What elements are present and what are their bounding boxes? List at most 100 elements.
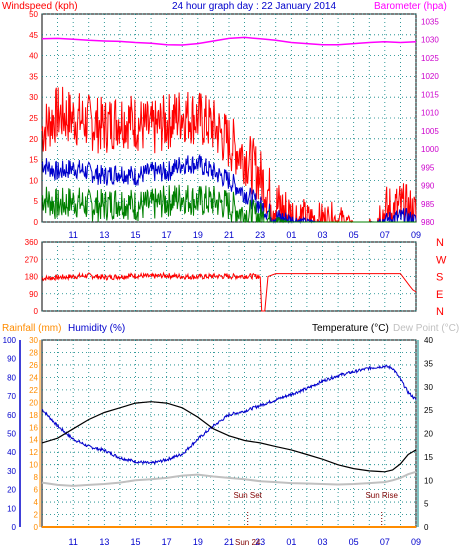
wind-y-tick-label: 35 — [29, 72, 38, 81]
wind-y-tick-label: 15 — [29, 156, 38, 165]
sun-rise-label: Sun Rise — [365, 491, 398, 500]
humidity-y-tick-label: 90 — [7, 355, 16, 364]
rainfall-y-tick-label: 22 — [29, 386, 38, 395]
wind-y-tick-label: 20 — [29, 135, 38, 144]
compass-label: S — [436, 272, 443, 284]
x-tick-label-top: 15 — [130, 230, 140, 240]
rainfall-y-tick-label: 12 — [29, 448, 38, 457]
dewpoint-series — [41, 470, 417, 487]
rainfall-y-tick-label: 10 — [29, 461, 38, 470]
humidity-y-tick-label: 50 — [7, 430, 16, 439]
humidity-y-tick-label: 40 — [7, 448, 16, 457]
x-tick-label-top: 07 — [380, 230, 390, 240]
temperature-y-tick-label: 35 — [424, 359, 433, 368]
barometer-y-tick-label: 1000 — [421, 145, 439, 154]
x-tick-label-top: 05 — [349, 230, 359, 240]
x-tick-label-bottom: 17 — [162, 537, 172, 547]
x-tick-label-top: 17 — [162, 230, 172, 240]
rainfall-y-tick-label: 2 — [34, 511, 39, 520]
x-tick-label-top: 11 — [68, 230, 77, 240]
wind-direction-series-day — [41, 271, 261, 282]
x-tick-label-bottom: 03 — [317, 537, 327, 547]
humidity-y-tick-label: 60 — [7, 411, 16, 420]
wind-green-series — [41, 184, 416, 224]
x-tick-label-bottom: 15 — [130, 537, 140, 547]
rainfall-y-tick-label: 6 — [34, 486, 39, 495]
temperature-y-tick-label: 5 — [424, 500, 429, 509]
humidity-y-tick-label: 80 — [7, 373, 16, 382]
compass-label: E — [436, 289, 443, 301]
temperature-y-tick-label: 40 — [424, 336, 433, 345]
direction-y-tick-label: 90 — [29, 290, 38, 299]
x-tick-label-top: 21 — [224, 230, 234, 240]
barometer-y-tick-label: 1025 — [421, 54, 439, 63]
temperature-y-tick-label: 0 — [424, 523, 429, 532]
wind-y-tick-label: 30 — [29, 93, 38, 102]
humidity-y-tick-label: 100 — [3, 336, 17, 345]
rainfall-y-tick-label: 16 — [29, 423, 38, 432]
barometer-y-tick-label: 990 — [421, 182, 435, 191]
rainfall-y-tick-label: 30 — [29, 336, 38, 345]
data-series — [41, 36, 417, 528]
rainfall-y-tick-label: 8 — [34, 473, 39, 482]
direction-y-tick-label: 270 — [25, 255, 39, 264]
humidity-y-tick-label: 0 — [12, 523, 17, 532]
x-tick-label-top: 09 — [411, 230, 421, 240]
temperature-y-tick-label: 30 — [424, 383, 433, 392]
barometer-y-tick-label: 1010 — [421, 109, 439, 118]
x-tick-label-top: 19 — [193, 230, 203, 240]
direction-y-tick-label: 180 — [25, 273, 39, 282]
barometer-y-tick-label: 1015 — [421, 90, 439, 99]
temperature-y-tick-label: 20 — [424, 430, 433, 439]
wind-y-tick-label: 10 — [29, 176, 38, 185]
temperature-axis-title: Temperature (°C) — [312, 323, 389, 334]
x-tick-label-bottom: 07 — [380, 537, 390, 547]
compass-label: N — [436, 306, 444, 318]
x-tick-label-bottom: 21 — [224, 537, 234, 547]
rainfall-y-tick-label: 18 — [29, 411, 38, 420]
temperature-y-tick-label: 25 — [424, 406, 433, 415]
rainfall-axis-title: Rainfall (mm) — [2, 323, 61, 334]
x-tick-label-bottom: 13 — [99, 537, 109, 547]
barometer-axis-title: Barometer (hpa) — [374, 1, 447, 12]
wind-y-tick-label: 40 — [29, 52, 38, 61]
rainfall-y-tick-label: 26 — [29, 361, 38, 370]
x-tick-label-top: 01 — [286, 230, 296, 240]
x-tick-label-top: 23 — [255, 230, 265, 240]
rainfall-y-tick-label: 20 — [29, 398, 38, 407]
humidity-series — [41, 364, 417, 466]
humidity-y-tick-label: 70 — [7, 392, 16, 401]
wind-y-tick-label: 5 — [34, 197, 39, 206]
wind-y-tick-label: 50 — [29, 10, 38, 19]
barometer-y-tick-label: 1020 — [421, 72, 439, 81]
sun-24-label: Sun 24 — [235, 538, 261, 547]
direction-y-tick-label: 0 — [34, 307, 39, 316]
temperature-y-tick-label: 15 — [424, 453, 433, 462]
direction-y-tick-label: 360 — [25, 238, 39, 247]
axis-ticks: 1111131315151717191921212323010103030505… — [3, 10, 447, 547]
x-tick-label-top: 03 — [317, 230, 327, 240]
x-tick-label-bottom: 01 — [286, 537, 296, 547]
sun-set-label: Sun Set — [233, 491, 262, 500]
rainfall-y-tick-label: 4 — [34, 498, 39, 507]
wind-y-tick-label: 45 — [29, 31, 38, 40]
x-tick-label-bottom: 09 — [411, 537, 421, 547]
x-tick-label-bottom: 11 — [68, 537, 77, 547]
rainfall-y-tick-label: 24 — [29, 373, 38, 382]
rainfall-y-tick-label: 0 — [34, 523, 39, 532]
barometer-y-tick-label: 995 — [421, 163, 435, 172]
windspeed-axis-title: Windspeed (kph) — [2, 1, 78, 12]
rainfall-y-tick-label: 28 — [29, 348, 38, 357]
humidity-y-tick-label: 20 — [7, 486, 16, 495]
humidity-y-tick-label: 30 — [7, 467, 16, 476]
barometer-y-tick-label: 980 — [421, 218, 435, 227]
barometer-y-tick-label: 985 — [421, 200, 435, 209]
temperature-y-tick-label: 10 — [424, 476, 433, 485]
x-tick-label-top: 13 — [99, 230, 109, 240]
x-tick-label-bottom: 23 — [255, 537, 265, 547]
humidity-y-tick-label: 10 — [7, 504, 16, 513]
annotations: Sun Set Sun Rise Sun 24 — [233, 491, 398, 547]
compass-label: N — [436, 237, 444, 249]
barometer-y-tick-label: 1030 — [421, 36, 439, 45]
